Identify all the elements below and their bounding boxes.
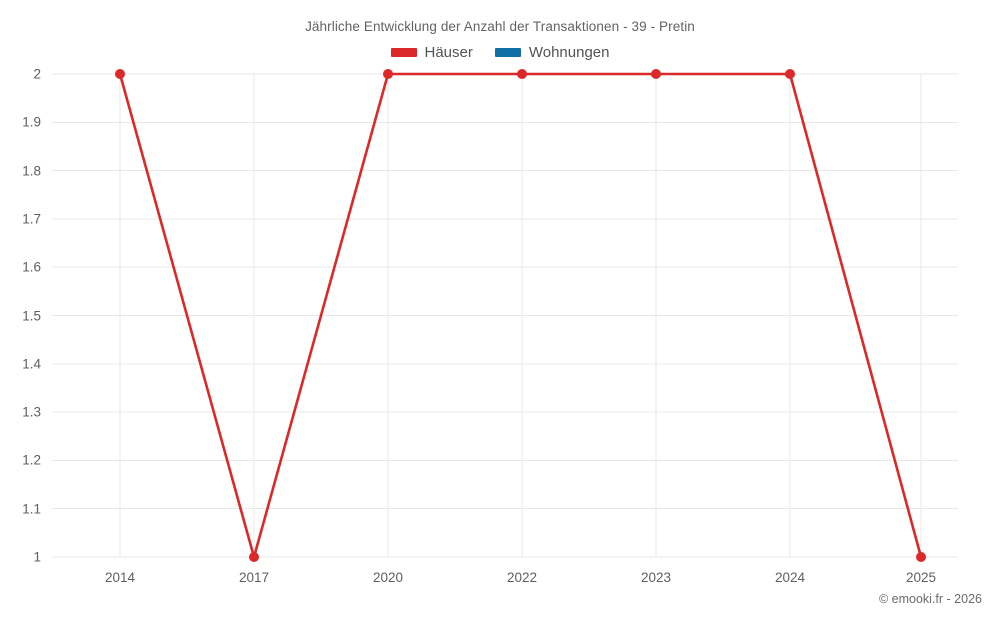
- y-tick-label: 1.6: [22, 259, 41, 275]
- data-point-marker[interactable]: [115, 69, 125, 79]
- data-point-marker[interactable]: [249, 552, 259, 562]
- legend-item-wohnungen[interactable]: Wohnungen: [494, 44, 610, 61]
- x-tick-label: 2020: [372, 570, 404, 585]
- chart-legend: Häuser Wohnungen: [0, 44, 1000, 61]
- y-tick-label: 2: [33, 66, 41, 82]
- legend-item-hauser[interactable]: Häuser: [390, 44, 473, 61]
- x-tick-label: 2024: [774, 570, 806, 585]
- footer-credit: © emooki.fr - 2026: [878, 592, 982, 606]
- y-tick-label: 1.7: [22, 211, 41, 227]
- data-point-marker[interactable]: [785, 69, 795, 79]
- grid-lines: [52, 73, 958, 558]
- y-tick-label: 1.9: [22, 114, 41, 130]
- y-tick-label: 1.3: [22, 404, 41, 420]
- data-point-marker[interactable]: [651, 69, 661, 79]
- y-tick-label: 1.8: [22, 163, 41, 179]
- x-tick-label: 2025: [905, 570, 937, 585]
- y-tick-label: 1: [33, 549, 41, 565]
- legend-swatch-wohnungen: [494, 48, 521, 57]
- y-tick-label: 1.5: [22, 308, 41, 323]
- y-tick-label: 1.4: [22, 356, 41, 372]
- x-tick-label: 2022: [506, 570, 538, 585]
- data-point-marker[interactable]: [383, 69, 393, 79]
- data-point-marker[interactable]: [517, 69, 527, 79]
- x-tick-label: 2014: [104, 570, 136, 585]
- legend-swatch-hauser: [390, 48, 417, 57]
- legend-label-hauser: Häuser: [424, 44, 473, 61]
- data-series-layer: [115, 69, 926, 562]
- chart-title: Jährliche Entwicklung der Anzahl der Tra…: [305, 19, 695, 34]
- y-tick-label: 1.2: [22, 452, 41, 468]
- data-point-marker[interactable]: [916, 552, 926, 562]
- x-tick-label: 2017: [238, 570, 270, 585]
- legend-label-wohnungen: Wohnungen: [528, 44, 610, 61]
- y-tick-label: 1.1: [22, 501, 41, 517]
- x-tick-label: 2023: [640, 570, 672, 585]
